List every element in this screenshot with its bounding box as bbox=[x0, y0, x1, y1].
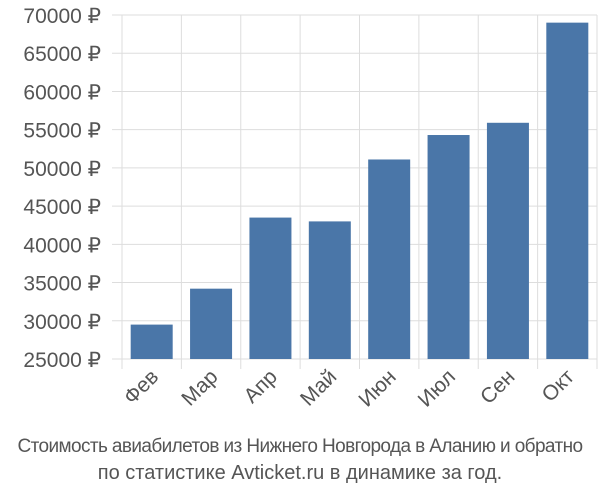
x-tick-label: Май bbox=[296, 365, 341, 410]
y-tick-label: 70000 ₽ bbox=[23, 5, 101, 28]
x-tick-label: Июн bbox=[354, 365, 400, 411]
y-tick-label: 50000 ₽ bbox=[23, 158, 101, 181]
grid-lines bbox=[112, 14, 598, 369]
chart-caption-line-1: Стоимость авиабилетов из Нижнего Новгоро… bbox=[17, 436, 584, 457]
bar-4 bbox=[308, 221, 351, 359]
bars bbox=[130, 22, 589, 360]
bar-8 bbox=[546, 22, 589, 360]
bar-7 bbox=[486, 122, 529, 359]
bar-1 bbox=[130, 324, 173, 359]
y-tick-label: 60000 ₽ bbox=[23, 81, 101, 104]
x-axis-tick-labels: Фев Мар Апр Май Июн Июл Сен Окт bbox=[120, 365, 580, 412]
chart-caption-line-2: по статистике Avticket.ru в динамике за … bbox=[97, 462, 503, 484]
bar-6 bbox=[427, 135, 470, 359]
y-tick-label: 35000 ₽ bbox=[23, 273, 101, 296]
bar-2 bbox=[190, 288, 233, 359]
y-tick-label: 30000 ₽ bbox=[23, 311, 101, 334]
y-tick-label: 25000 ₽ bbox=[23, 349, 101, 372]
x-tick-label: Фев bbox=[120, 365, 164, 409]
x-tick-label: Окт bbox=[538, 365, 580, 407]
x-tick-label: Июл bbox=[414, 365, 460, 411]
x-tick-label: Апр bbox=[240, 365, 282, 407]
y-tick-label: 40000 ₽ bbox=[23, 234, 101, 257]
y-tick-label: 55000 ₽ bbox=[23, 120, 101, 143]
bar-3 bbox=[249, 217, 292, 359]
x-tick-label: Мар bbox=[177, 365, 222, 410]
y-tick-label: 65000 ₽ bbox=[23, 43, 101, 66]
x-tick-label: Сен bbox=[476, 365, 519, 408]
bar-5 bbox=[368, 159, 411, 359]
bar-chart: 25000 ₽ 30000 ₽ 35000 ₽ 40000 ₽ 45000 ₽ 50000… bbox=[23, 5, 598, 412]
y-tick-label: 45000 ₽ bbox=[23, 196, 101, 219]
y-axis-tick-labels: 25000 ₽ 30000 ₽ 35000 ₽ 40000 ₽ 45000 ₽ 50000… bbox=[23, 5, 101, 372]
